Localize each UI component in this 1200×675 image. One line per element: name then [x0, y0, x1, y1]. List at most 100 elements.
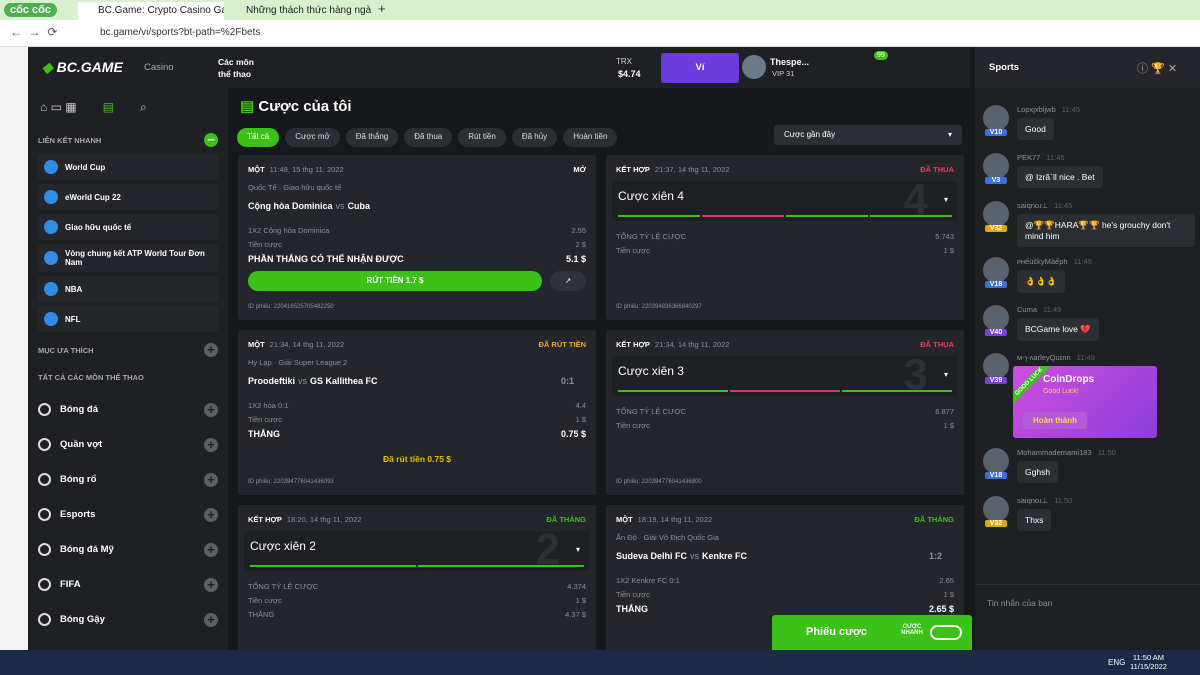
leg [786, 215, 868, 217]
sport-item[interactable]: Bóng đá Mỹ + [28, 532, 228, 567]
chat-input[interactable]: Tin nhắn của bạn [987, 598, 1053, 608]
bet-row: Tiền cược 1 $ [248, 412, 586, 426]
expand-button[interactable]: + [204, 577, 218, 592]
username[interactable]: Mohammademami183 [1017, 448, 1092, 457]
username[interactable]: Lopxjxbljwb [1017, 105, 1056, 114]
bet-row: 1X2 Kenkre FC 0:1 2.65 [616, 573, 954, 587]
quick-bet-toggle[interactable] [930, 625, 962, 640]
dropdown[interactable]: ▾ [943, 370, 948, 379]
cashout-button[interactable]: RÚT TIỀN 1.7 $ [248, 271, 542, 291]
collapse-button[interactable]: − [204, 133, 218, 147]
away-team: Kenkre FC [702, 551, 748, 561]
sport-item[interactable]: Quần vợt + [28, 427, 228, 462]
away-team: Cuba [347, 201, 371, 211]
chat: Sports ⓘ 🏆 ✕ V10 Lopxjxbljwb 11:45 Good V3 PE… [970, 47, 1200, 650]
avatar [983, 353, 1009, 379]
username[interactable]: Cuma [1017, 305, 1038, 314]
quick-link[interactable]: NFL [38, 306, 218, 332]
betslip[interactable]: Phiếu cược CƯỢC NHANH [772, 615, 972, 650]
language[interactable]: ENG [1108, 658, 1126, 667]
message-text: BCGame love 💔 [1017, 318, 1099, 341]
chat-tab[interactable]: Sports [989, 62, 1020, 73]
browser-brand[interactable]: cốc cốc [4, 3, 57, 17]
row-value: 6.877 [935, 406, 954, 416]
logo[interactable]: ◆ BC.GAME [42, 59, 123, 75]
row-value: 4.374 [567, 581, 586, 591]
filter[interactable]: Đã thắng [345, 128, 399, 147]
quick-link-label: World Cup [65, 162, 106, 172]
share-button[interactable]: ↗ [550, 271, 586, 291]
bet-time: 11:48, 15 thg 11, 2022 [269, 164, 344, 174]
expand-button[interactable]: + [204, 542, 218, 557]
icon [44, 160, 58, 174]
row-label: Tiền cược [248, 414, 282, 424]
vs: vs [690, 551, 700, 561]
expand-button[interactable]: + [204, 343, 218, 357]
username[interactable]: saiqnoɹ⊥ [1017, 496, 1049, 505]
filter[interactable]: Đã hủy [511, 128, 558, 147]
filter[interactable]: Đã thua [404, 128, 453, 147]
vip-badge: V32 [985, 520, 1007, 527]
url[interactable]: bc.game/vi/sports?bt-path=%2Fbets [100, 27, 261, 38]
dropdown[interactable]: ▾ [943, 195, 948, 204]
new-tab[interactable]: + [378, 1, 386, 16]
icon [38, 438, 51, 451]
score: 0:1 [560, 376, 574, 386]
legs [618, 390, 952, 392]
vip-level: VIP 31 [772, 69, 795, 78]
bet-row: TỔNG TỶ LỆ CƯỢC 4.374 [248, 579, 586, 593]
sport-label: Bóng đá Mỹ [60, 544, 114, 555]
leg [618, 215, 700, 217]
filter[interactable]: Cược mở [285, 128, 340, 147]
chat-message: V10 Lopxjxbljwb 11:45 Good [981, 105, 1195, 143]
sport-item[interactable]: Bóng Gậy + [28, 602, 228, 637]
username[interactable]: Thespe... [770, 57, 810, 67]
chat-actions[interactable]: ⓘ 🏆 ✕ [1137, 63, 1178, 75]
expand-button[interactable]: + [204, 472, 218, 487]
username[interactable]: saiqnoɹ⊥ [1017, 201, 1049, 210]
sport-item[interactable]: Bóng rổ + [28, 462, 228, 497]
coindrop-button[interactable]: Hoàn thành [1023, 412, 1087, 429]
sport-item[interactable]: Bóng đá + [28, 392, 228, 427]
nav-buttons[interactable]: ← → ⟳ [10, 25, 58, 39]
icon [44, 220, 58, 234]
quick-link[interactable]: eWorld Cup 22 [38, 184, 218, 210]
legs [250, 565, 584, 567]
chat-message: V39 м-ɿ-ʌarleyQuɪnn 11:49 GOOD LUCK CoinDrop… [981, 353, 1195, 438]
vip-badge: V3 [985, 177, 1007, 184]
sidebar-icons[interactable]: ⌂ ▭ ▦ ▤ ⌕ [40, 100, 147, 114]
quick-link[interactable]: Vòng chung kết ATP World Tour Đơn Nam [38, 244, 218, 272]
expand-button[interactable]: + [204, 402, 218, 417]
username[interactable]: PEK77 [1017, 153, 1041, 162]
quick-link[interactable]: World Cup [38, 154, 218, 180]
filter[interactable]: Rút tiền [458, 128, 506, 147]
expand-button[interactable]: + [204, 437, 218, 452]
sport-item[interactable]: FIFA + [28, 567, 228, 602]
avatar [983, 448, 1009, 474]
chat-message: V32 saiqnoɹ⊥ 11:45 @🏆🏆HARA🏆🏆 he's grouchy d… [981, 201, 1195, 247]
sort-dropdown[interactable]: Cược gần đây ▾ [774, 125, 962, 145]
wallet-button[interactable]: Ví [661, 53, 739, 83]
filter[interactable]: Hoàn tiền [563, 128, 618, 147]
tab[interactable]: Những thách thức hàng ngà [246, 5, 372, 16]
sport-item[interactable]: Esports + [28, 497, 228, 532]
quick-link[interactable]: NBA [38, 276, 218, 302]
avatar[interactable] [742, 55, 766, 79]
message-meta: Lopxjxbljwb 11:45 [1017, 105, 1195, 115]
quick-link[interactable]: Giao hữu quốc tế [38, 214, 218, 240]
username[interactable]: м-ɿ-ʌarleyQuɪnn [1017, 353, 1071, 362]
avatar [983, 105, 1009, 131]
quick-bet-label: CƯỢC NHANH [901, 624, 923, 636]
combo-box: 4 Cược xiên 4 ▾ [612, 175, 958, 224]
bet-time: 21:34, 14 thg 11, 2022 [654, 339, 730, 349]
currency[interactable]: TRX [616, 57, 632, 66]
sports-link[interactable]: Các môn thể thao [218, 57, 254, 79]
username[interactable]: ᴘʜếüčkyMàếph [1017, 257, 1068, 266]
expand-button[interactable]: + [204, 612, 218, 627]
tab[interactable]: BC.Game: Crypto Casino Gam [78, 2, 224, 20]
ribbon: GOOD LUCK [1013, 366, 1054, 407]
casino-link[interactable]: Casino [144, 62, 174, 73]
dropdown[interactable]: ▾ [575, 545, 580, 554]
expand-button[interactable]: + [204, 507, 218, 522]
filter[interactable]: Tất cả [237, 128, 280, 147]
